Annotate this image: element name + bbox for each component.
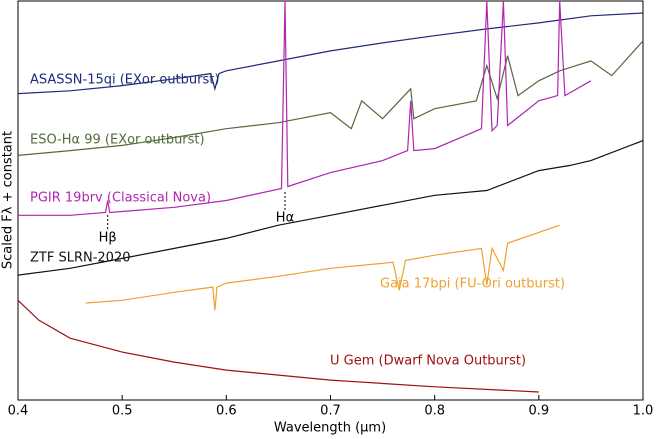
spectrum-line: [17, 299, 539, 393]
x-tick-label: 0.4: [8, 404, 29, 419]
spectrum-line: [18, 0, 592, 216]
x-axis-label: Wavelength (μm): [274, 421, 386, 436]
series-label: ASASSN-15qi (EXor outburst): [30, 73, 219, 88]
series-label: U Gem (Dwarf Nova Outburst): [330, 354, 526, 369]
spectrum-line: [17, 12, 644, 95]
x-tick-label: 0.7: [320, 404, 341, 419]
x-tick-label: 0.6: [216, 404, 237, 419]
series-label: Gaia 17bpi (FU-Ori outburst): [380, 277, 565, 292]
annotation-label: Hβ: [99, 231, 117, 246]
spectrum-line: [85, 224, 560, 311]
spectrum-line: [17, 40, 644, 156]
x-tick-label: 0.8: [424, 404, 445, 419]
series-label: ZTF SLRN-2020: [30, 251, 130, 266]
series-label: ESO-Hα 99 (EXor outburst): [30, 133, 205, 148]
annotation-label: Hα: [276, 211, 294, 226]
series-label: PGIR 19brv (Classical Nova): [30, 191, 211, 206]
x-tick-label: 0.5: [112, 404, 133, 419]
y-axis-label: Scaled Fλ + constant: [1, 131, 16, 269]
x-tick-label: 0.9: [528, 404, 549, 419]
spectrum-line: [17, 140, 644, 276]
x-tick-label: 1.0: [633, 404, 654, 419]
